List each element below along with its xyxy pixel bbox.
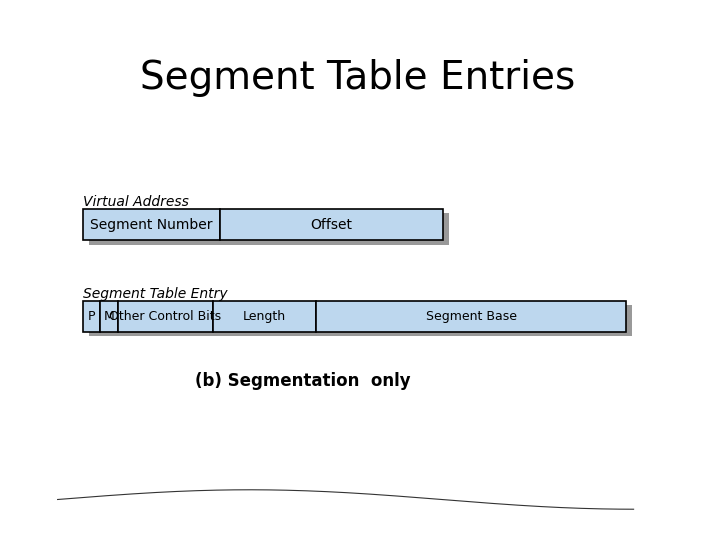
Text: Virtual Address: Virtual Address [83,195,189,210]
Text: M: M [104,310,114,323]
FancyBboxPatch shape [212,301,316,332]
FancyBboxPatch shape [83,209,220,240]
Text: Segment Table Entry: Segment Table Entry [83,287,228,301]
FancyBboxPatch shape [117,301,212,332]
FancyBboxPatch shape [89,305,632,336]
Text: Segment Number: Segment Number [90,218,212,232]
Text: Offset: Offset [310,218,352,232]
Text: P: P [88,310,95,323]
Text: Length: Length [243,310,286,323]
FancyBboxPatch shape [83,301,100,332]
FancyBboxPatch shape [100,301,117,332]
FancyBboxPatch shape [220,209,443,240]
FancyBboxPatch shape [89,213,449,245]
Text: (b) Segmentation  only: (b) Segmentation only [194,372,410,390]
Text: Segment Table Entries: Segment Table Entries [140,59,576,97]
Text: Other Control Bits: Other Control Bits [109,310,221,323]
Text: Segment Base: Segment Base [426,310,517,323]
FancyBboxPatch shape [316,301,626,332]
